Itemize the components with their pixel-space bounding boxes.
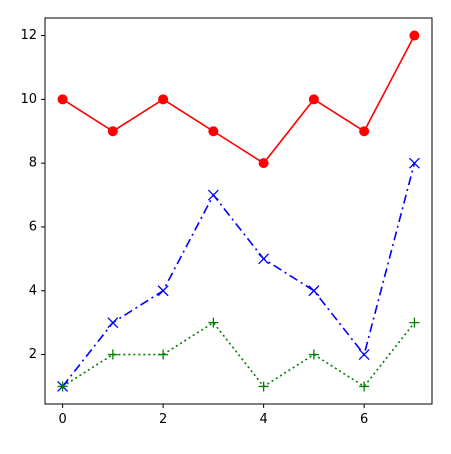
marker xyxy=(258,381,269,392)
marker xyxy=(107,349,118,360)
series-line xyxy=(61,162,416,387)
marker xyxy=(207,189,219,201)
marker xyxy=(408,157,420,169)
x-tick-label: 2 xyxy=(159,412,167,427)
marker xyxy=(308,94,319,105)
marker xyxy=(409,317,420,328)
x-tick-label: 0 xyxy=(58,412,66,427)
marker xyxy=(107,317,119,329)
marker xyxy=(157,285,169,297)
marker xyxy=(208,317,219,328)
marker xyxy=(208,126,219,137)
x-tick-label: 6 xyxy=(360,412,368,427)
marker xyxy=(57,94,68,105)
marker xyxy=(107,126,118,137)
y-tick-label: 6 xyxy=(29,219,37,234)
y-tick-label: 8 xyxy=(29,156,37,171)
x-tick-label: 4 xyxy=(259,412,267,427)
series-line xyxy=(62,35,416,165)
y-tick-label: 4 xyxy=(29,283,37,298)
marker xyxy=(158,349,169,360)
marker xyxy=(258,253,270,265)
marker xyxy=(308,349,319,360)
marker xyxy=(308,285,320,297)
marker xyxy=(359,381,370,392)
marker xyxy=(359,126,370,137)
y-tick-label: 2 xyxy=(29,347,37,362)
y-tick-label: 12 xyxy=(20,28,37,43)
marker xyxy=(409,30,420,41)
marker xyxy=(158,94,169,105)
plot-frame xyxy=(44,17,433,405)
marker xyxy=(258,158,269,169)
y-tick-label: 10 xyxy=(20,92,37,107)
marker xyxy=(57,381,68,392)
marker xyxy=(358,349,370,361)
